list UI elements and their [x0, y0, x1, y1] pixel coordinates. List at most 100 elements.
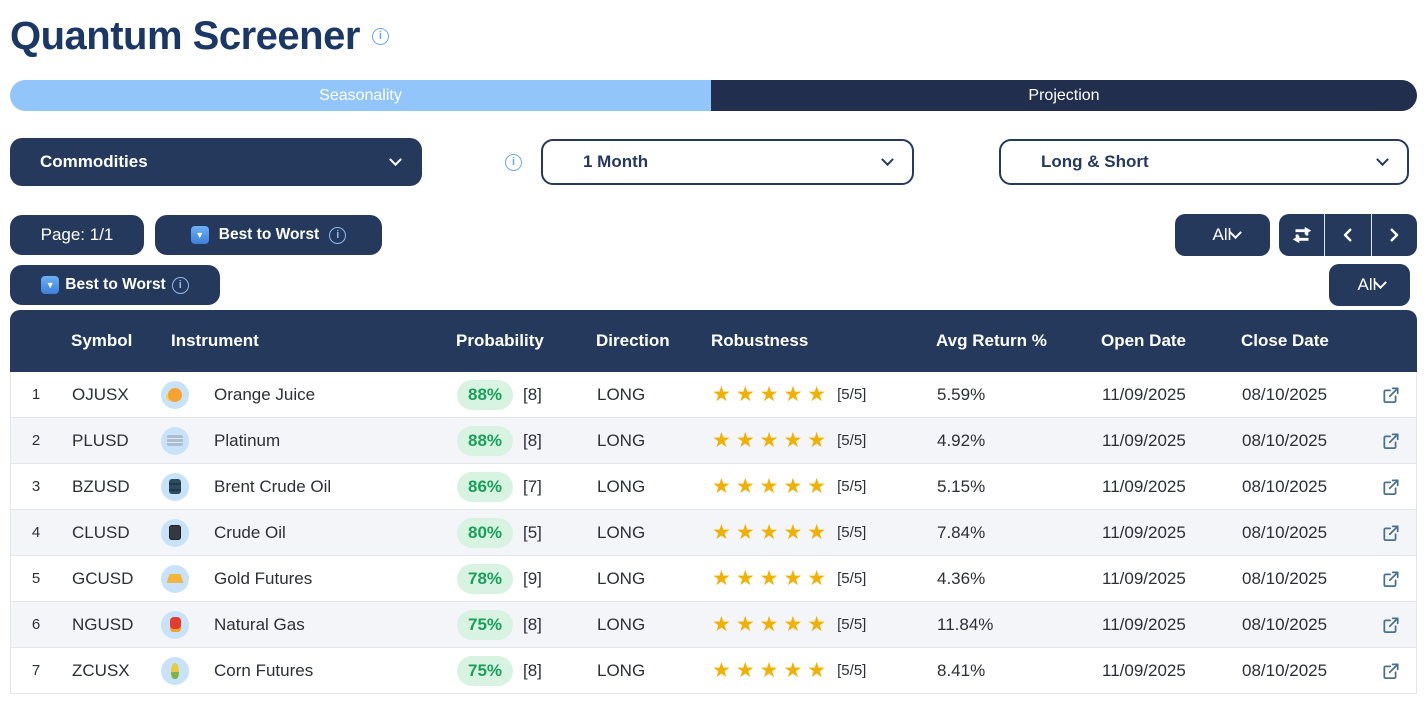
instrument-cell: Corn Futures [161, 656, 446, 685]
col-symbol: Symbol [71, 331, 133, 350]
down-triangle-icon [190, 226, 209, 244]
probability-cell: 88% [8] [446, 379, 586, 410]
horizon-dropdown[interactable]: 1 Month [541, 139, 914, 185]
chevron-down-icon [1374, 275, 1388, 289]
instrument-icon [171, 662, 179, 679]
symbol-cell: PLUSD [72, 430, 129, 450]
row-number: 5 [31, 570, 41, 587]
probability-cell: 75% [8] [446, 609, 586, 640]
sample-size: [8] [523, 384, 542, 404]
instrument-cell: Brent Crude Oil [161, 472, 446, 501]
instrument-icon-circle [161, 610, 189, 639]
close-date-cell: 08/10/2025 [1242, 522, 1328, 542]
robustness-cell: ★★★★★ [5/5] [701, 430, 926, 451]
robustness-label: [5/5] [837, 432, 867, 449]
page-indicator: Page: 1/1 [10, 215, 144, 255]
tab-seasonality[interactable]: Seasonality [10, 80, 711, 111]
chevron-down-icon [881, 152, 894, 166]
star-rating-icons: ★★★★★ [712, 475, 832, 498]
sort-info-icon[interactable] [329, 226, 347, 244]
table-row: 5 GCUSD Gold Futures 78% [9] LONG ★★★★★ … [11, 556, 1416, 602]
instrument-icon-circle [161, 380, 189, 409]
sort-button-secondary-label: Best to Worst [65, 276, 166, 293]
instrument-icon-circle [161, 518, 189, 547]
table-row: 7 ZCUSX Corn Futures 75% [8] LONG ★★★★★ … [11, 648, 1416, 694]
row-number: 1 [31, 386, 41, 403]
direction-dropdown-value: Long & Short [1041, 152, 1149, 171]
direction-cell: LONG [597, 660, 646, 680]
probability-badge: 86% [457, 471, 513, 502]
all-filter-dropdown-top[interactable]: All [1175, 214, 1270, 256]
sort-best-to-worst-button-secondary[interactable]: Best to Worst [10, 265, 220, 305]
horizon-info-icon[interactable] [505, 153, 522, 171]
all-filter-dropdown-bottom[interactable]: All [1329, 264, 1410, 306]
instrument-icon [168, 387, 182, 402]
sort-secondary-info-icon[interactable] [171, 276, 189, 294]
external-link-cell [1371, 385, 1411, 405]
external-link-cell [1371, 477, 1411, 497]
direction-dropdown[interactable]: Long & Short [999, 139, 1409, 185]
title-info-icon[interactable] [371, 28, 389, 45]
col-open-date: Open Date [1101, 331, 1187, 350]
star-rating-icons: ★★★★★ [712, 659, 832, 682]
robustness-label: [5/5] [837, 570, 867, 587]
row-number: 3 [31, 478, 41, 495]
symbol-cell: GCUSD [72, 568, 134, 588]
next-page-button[interactable] [1370, 214, 1417, 256]
external-link-icon[interactable] [1381, 477, 1401, 497]
open-date-cell: 11/09/2025 [1102, 568, 1186, 588]
horizon-dropdown-value: 1 Month [583, 152, 649, 171]
instrument-icon [169, 525, 181, 540]
probability-cell: 86% [7] [446, 471, 586, 502]
probability-badge: 78% [457, 563, 513, 594]
refresh-cycle-button[interactable] [1279, 214, 1324, 256]
symbol-cell: CLUSD [72, 522, 130, 542]
all-filter-value: All [1212, 225, 1232, 244]
avg-return-cell: 4.92% [937, 430, 986, 450]
star-rating-icons: ★★★★★ [712, 429, 832, 452]
external-link-icon[interactable] [1381, 385, 1401, 405]
tab-projection[interactable]: Projection [711, 80, 1417, 111]
external-link-cell [1371, 523, 1411, 543]
probability-badge: 88% [457, 425, 513, 456]
category-dropdown-value: Commodities [40, 152, 148, 171]
category-dropdown[interactable]: Commodities [10, 138, 422, 186]
open-date-cell: 11/09/2025 [1102, 430, 1186, 450]
col-probability: Probability [456, 331, 544, 350]
prev-page-button[interactable] [1324, 214, 1370, 256]
external-link-icon[interactable] [1381, 615, 1401, 635]
col-close-date: Close Date [1241, 331, 1329, 350]
instrument-cell: Gold Futures [161, 564, 446, 593]
symbol-cell: OJUSX [72, 384, 129, 404]
instrument-name: Gold Futures [214, 568, 313, 588]
filter-row: Commodities 1 Month Long & Short [10, 138, 1417, 186]
robustness-label: [5/5] [837, 662, 867, 679]
open-date-cell: 11/09/2025 [1102, 614, 1186, 634]
close-date-cell: 08/10/2025 [1242, 476, 1328, 496]
instrument-name: Orange Juice [214, 384, 316, 404]
down-triangle-icon [41, 276, 60, 294]
chevron-down-icon [389, 152, 402, 166]
external-link-cell [1371, 569, 1411, 589]
close-date-cell: 08/10/2025 [1242, 614, 1328, 634]
external-link-cell [1371, 661, 1411, 681]
sample-size: [5] [523, 522, 542, 542]
col-robustness: Robustness [711, 331, 809, 350]
instrument-icon-circle [161, 472, 189, 501]
close-date-cell: 08/10/2025 [1242, 660, 1328, 680]
chevron-down-icon [1229, 225, 1243, 239]
open-date-cell: 11/09/2025 [1102, 384, 1186, 404]
direction-cell: LONG [597, 568, 646, 588]
external-link-icon[interactable] [1381, 569, 1401, 589]
external-link-icon[interactable] [1381, 431, 1401, 451]
instrument-name: Crude Oil [214, 522, 286, 542]
direction-cell: LONG [597, 476, 646, 496]
all-filter-bottom-value: All [1357, 275, 1377, 294]
table-row: 2 PLUSD Platinum 88% [8] LONG ★★★★★ [5/5… [11, 418, 1416, 464]
tab-bar: Seasonality Projection [10, 80, 1417, 111]
open-date-cell: 11/09/2025 [1102, 660, 1186, 680]
col-direction: Direction [596, 331, 670, 350]
sort-best-to-worst-button[interactable]: Best to Worst [155, 215, 382, 255]
external-link-icon[interactable] [1381, 661, 1401, 681]
external-link-icon[interactable] [1381, 523, 1401, 543]
